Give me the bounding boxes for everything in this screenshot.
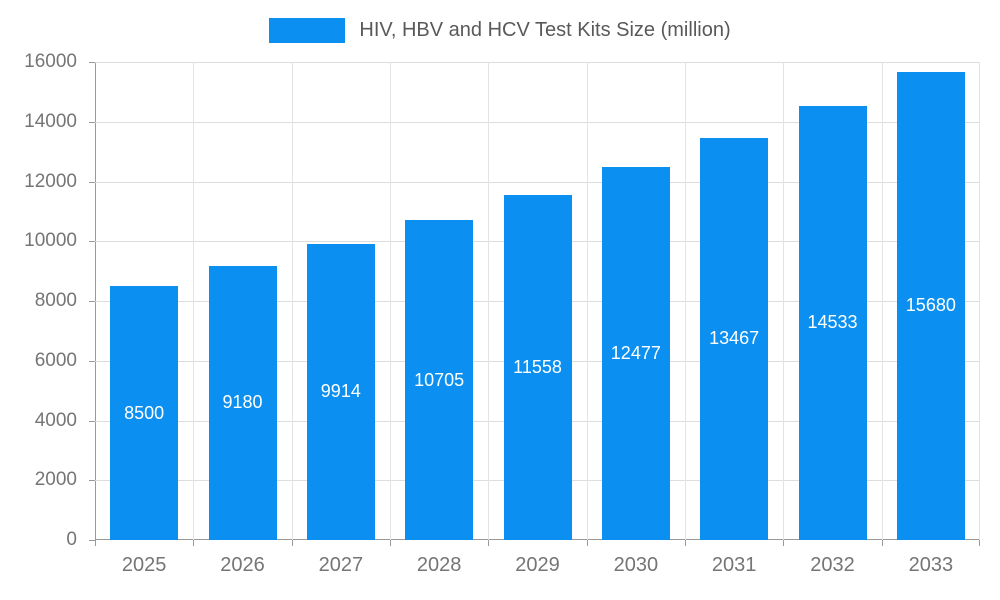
y-tick-label: 2000 bbox=[34, 469, 77, 491]
legend-label: HIV, HBV and HCV Test Kits Size (million… bbox=[359, 19, 731, 41]
legend-swatch bbox=[269, 18, 346, 43]
gridline-vertical bbox=[783, 62, 785, 540]
bar[interactable]: 10705 bbox=[405, 220, 474, 540]
gridline-vertical bbox=[979, 62, 980, 540]
bar[interactable]: 9180 bbox=[208, 265, 277, 540]
x-tick-mark bbox=[685, 540, 686, 546]
y-tick-label: 10000 bbox=[24, 230, 77, 252]
gridline-horizontal bbox=[95, 121, 980, 123]
gridline-vertical bbox=[291, 62, 293, 540]
bar-value-label: 12477 bbox=[610, 343, 661, 364]
bar-value-label: 13467 bbox=[709, 328, 760, 349]
y-tick-mark bbox=[89, 121, 95, 123]
gridline-vertical bbox=[586, 62, 588, 540]
gridline-vertical bbox=[881, 62, 883, 540]
y-tick-mark bbox=[89, 181, 95, 183]
bar-value-label: 15680 bbox=[905, 295, 956, 316]
x-tick-label: 2032 bbox=[810, 554, 855, 576]
y-tick-mark bbox=[89, 480, 95, 482]
bar[interactable]: 13467 bbox=[700, 137, 769, 540]
y-tick-label: 14000 bbox=[24, 110, 77, 132]
y-tick-label: 16000 bbox=[24, 51, 77, 72]
x-tick-mark bbox=[586, 540, 588, 546]
gridline-vertical bbox=[390, 62, 391, 540]
gridline-vertical bbox=[193, 62, 195, 540]
x-tick-label: 2028 bbox=[416, 554, 462, 576]
x-tick-label: 2029 bbox=[515, 554, 560, 576]
bar-value-label: 10705 bbox=[414, 369, 465, 390]
x-tick-label: 2033 bbox=[908, 554, 954, 576]
x-tick-mark bbox=[783, 540, 785, 546]
bar-value-label: 9914 bbox=[320, 381, 361, 402]
bar-value-label: 9180 bbox=[222, 392, 263, 413]
x-tick-mark bbox=[488, 540, 490, 546]
y-tick-mark bbox=[89, 62, 95, 63]
y-axis-labels: 0 2000 4000 6000 8000 10000 12000 14000 16000 bbox=[0, 51, 85, 550]
x-tick-label: 2026 bbox=[220, 554, 265, 576]
y-tick-mark bbox=[89, 540, 95, 541]
bar[interactable]: 8500 bbox=[110, 286, 179, 540]
y-tick-label: 4000 bbox=[34, 409, 77, 431]
y-tick-label: 8000 bbox=[34, 290, 77, 311]
x-tick-mark bbox=[193, 540, 195, 546]
bar[interactable]: 15680 bbox=[896, 71, 965, 540]
y-tick-label: 6000 bbox=[34, 349, 77, 371]
y-tick-mark bbox=[89, 241, 95, 243]
x-tick-mark bbox=[291, 540, 293, 546]
bar[interactable]: 14533 bbox=[798, 105, 867, 540]
x-tick-label: 2025 bbox=[121, 554, 167, 576]
x-axis-labels: 2025 2026 2027 2028 2029 2030 2031 2032 2033 bbox=[95, 550, 980, 584]
x-tick-mark bbox=[95, 540, 96, 546]
gridline-horizontal bbox=[95, 62, 980, 63]
y-tick-label: 0 bbox=[66, 529, 77, 550]
gridline-vertical bbox=[685, 62, 686, 540]
legend[interactable]: HIV, HBV and HCV Test Kits Size (million… bbox=[0, 18, 1000, 43]
y-tick-mark bbox=[89, 420, 95, 422]
gridline-vertical bbox=[488, 62, 490, 540]
bar-value-label: 14533 bbox=[807, 312, 858, 333]
y-tick-mark bbox=[89, 360, 95, 362]
bar[interactable]: 11558 bbox=[503, 194, 572, 540]
y-tick-mark bbox=[89, 301, 95, 302]
y-tick-label: 12000 bbox=[24, 170, 77, 192]
x-tick-mark bbox=[881, 540, 883, 546]
gridline-horizontal bbox=[95, 181, 980, 183]
x-tick-mark bbox=[390, 540, 391, 546]
bar-value-label: 11558 bbox=[513, 356, 562, 377]
bar-value-label: 8500 bbox=[124, 402, 165, 423]
x-tick-mark bbox=[979, 540, 980, 546]
bar[interactable]: 9914 bbox=[306, 243, 375, 540]
x-tick-label: 2030 bbox=[613, 554, 659, 576]
bar[interactable]: 12477 bbox=[601, 167, 670, 540]
x-tick-label: 2031 bbox=[711, 554, 757, 576]
plot-area: 8500 9180 9914 10705 11558 12477 13467 14533 156… bbox=[89, 62, 980, 546]
x-tick-label: 2027 bbox=[318, 554, 364, 576]
